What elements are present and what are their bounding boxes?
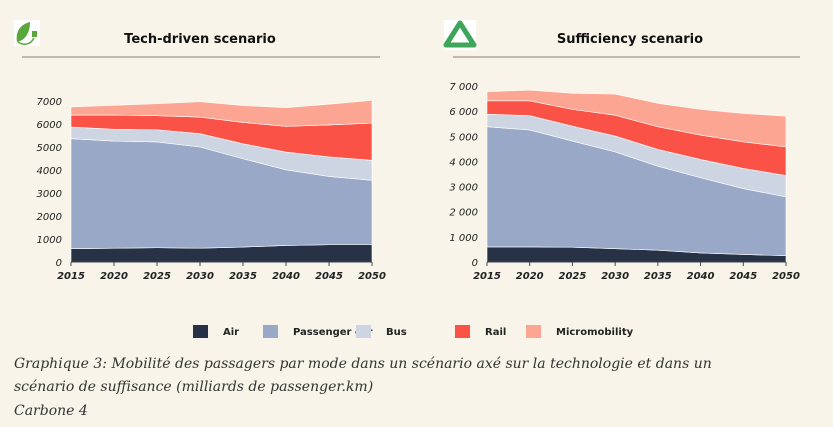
y-tick-label: 1000 [37,235,62,246]
y-tick-label: 6 000 [449,107,478,118]
leaf-plug-icon [14,20,40,46]
chart-title-right: Sufficiency scenario [557,32,703,47]
x-tick-label: 2040 [687,271,715,282]
caption-line-1: Graphique 3: Mobilité des passagers par … [14,356,712,372]
x-tick-label: 2020 [516,271,544,282]
caption-source: Carbone 4 [14,403,88,419]
y-tick-label: 1 000 [449,233,478,244]
y-tick-label: 3 000 [449,183,478,194]
x-tick-label: 2050 [358,271,386,282]
x-tick-label: 2030 [186,271,214,282]
chart-title-left: Tech-driven scenario [124,32,276,47]
chart-tech-driven: 0 1000 2000 3000 4000 5000 6000 7000 2015 2020 202… [37,97,386,282]
x-tick-label: 2015 [57,271,85,282]
y-tick-label: 0 [56,258,62,269]
figure: Tech-driven scenario Sufficiency scenari… [0,0,833,427]
y-tick-label: 7000 [37,97,62,108]
chart-sufficiency: 0 1 000 2 000 3 000 4 000 5 000 6 000 7 000 2015… [449,82,800,282]
y-tick-label: 6000 [37,120,62,131]
y-tick-label: 7 000 [449,82,478,93]
x-tick-label: 2040 [272,271,300,282]
x-tick-label: 2020 [100,271,128,282]
charts: Tech-driven scenario Sufficiency scenari… [0,0,833,350]
legend-label: Micromobility [556,327,634,338]
x-tick-label: 2045 [315,271,343,282]
legend-label: Bus [386,327,407,338]
legend-swatch [356,325,371,338]
y-tick-label: 0 [472,258,478,269]
legend-swatch [193,325,208,338]
x-tick-label: 2045 [729,271,757,282]
x-tick-label: 2025 [143,271,171,282]
x-tick-label: 2035 [229,271,257,282]
legend-swatch [455,325,470,338]
legend: AirPassenger carBusRailMicromobility [193,325,634,338]
x-tick-label: 2025 [559,271,587,282]
legend-swatch [526,325,541,338]
legend-label: Rail [485,327,506,338]
y-tick-label: 3000 [37,189,62,200]
y-tick-label: 5 000 [449,132,478,143]
x-tick-label: 2015 [473,271,501,282]
y-tick-label: 4000 [37,166,62,177]
y-tick-label: 4 000 [449,157,478,168]
x-tick-label: 2050 [772,271,800,282]
x-tick-label: 2035 [644,271,672,282]
y-tick-label: 2 000 [449,208,478,219]
y-tick-label: 2000 [37,212,62,223]
y-tick-label: 5000 [37,143,62,154]
x-tick-label: 2030 [601,271,629,282]
recycle-icon [444,20,476,50]
legend-label: Air [223,327,239,338]
legend-swatch [263,325,278,338]
caption-line-2: scénario de suffisance (milliards de pas… [14,379,373,395]
